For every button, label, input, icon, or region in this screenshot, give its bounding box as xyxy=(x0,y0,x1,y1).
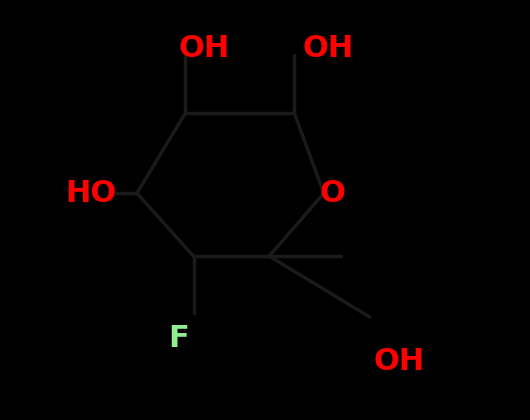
Text: O: O xyxy=(319,178,345,208)
Text: OH: OH xyxy=(303,34,354,63)
Text: F: F xyxy=(169,323,189,353)
Text: OH: OH xyxy=(179,34,229,63)
Text: HO: HO xyxy=(65,178,116,208)
Text: OH: OH xyxy=(374,346,425,376)
